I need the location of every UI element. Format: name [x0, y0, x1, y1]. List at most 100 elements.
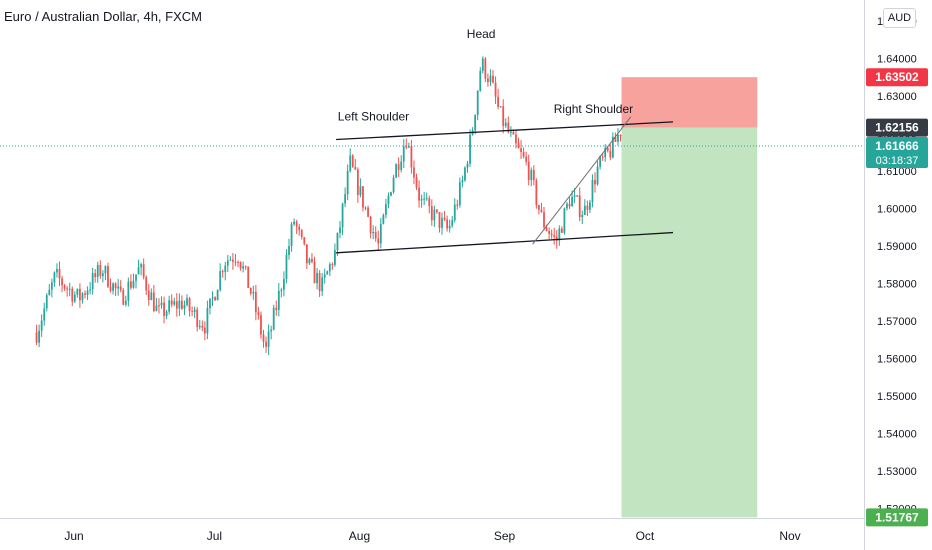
candle-body	[127, 281, 130, 301]
candle-body	[443, 217, 446, 220]
candle-body	[321, 277, 324, 292]
candles-group	[35, 56, 622, 356]
candle-body	[61, 278, 63, 286]
candle-body	[563, 208, 566, 233]
candle-body	[586, 205, 589, 210]
candle-body	[298, 226, 301, 231]
candle-body	[285, 255, 288, 279]
candle-body	[267, 331, 270, 347]
candle-body	[346, 170, 349, 195]
candle-body	[260, 314, 262, 335]
candle-body	[183, 305, 186, 309]
candle-body	[433, 209, 436, 221]
candle-body	[237, 261, 239, 263]
candle-body	[254, 292, 257, 313]
y-tick-label: 1.61000	[877, 166, 917, 178]
candle-body	[392, 177, 395, 193]
candle-body	[313, 261, 316, 284]
candle-body	[614, 136, 617, 142]
candle-body	[356, 169, 359, 196]
candle-body	[150, 292, 153, 301]
candle-body	[188, 298, 191, 312]
candle-body	[425, 198, 428, 200]
candle-body	[45, 295, 48, 309]
candle-body	[56, 268, 58, 273]
candle-body	[58, 268, 61, 279]
take-profit-zone[interactable]	[621, 127, 758, 518]
candle-body	[226, 260, 229, 266]
candle-body	[464, 167, 466, 181]
candle-body	[553, 235, 556, 237]
candle-body	[395, 164, 398, 178]
candle-body	[142, 264, 145, 278]
chart-title: Euro / Australian Dollar, 4h, FXCM	[4, 9, 202, 24]
candle-body	[484, 58, 487, 79]
candle-body	[305, 244, 308, 264]
candle-body	[512, 131, 515, 135]
candle-body	[198, 325, 201, 328]
candle-body	[318, 272, 321, 292]
candle-body	[341, 203, 344, 228]
candle-body	[96, 265, 99, 278]
candle-body	[601, 156, 604, 158]
candle-body	[558, 228, 561, 241]
candle-body	[109, 286, 112, 291]
candle-body	[234, 261, 237, 263]
candle-body	[502, 106, 505, 126]
candle-body	[168, 300, 171, 312]
x-tick-label: Aug	[349, 529, 370, 543]
y-tick-label: 1.59000	[877, 241, 917, 253]
y-tick-label: 1.56000	[877, 354, 917, 366]
candle-body	[101, 273, 104, 276]
candle-body	[441, 217, 443, 228]
candle-body	[53, 272, 56, 283]
candle-body	[280, 289, 283, 291]
candle-body	[599, 156, 602, 167]
candle-body	[76, 288, 79, 295]
current-price-badge-bg	[866, 137, 928, 169]
stop-loss-zone[interactable]	[621, 77, 758, 128]
candle-body	[290, 224, 293, 247]
candle-body	[89, 289, 92, 291]
candle-body	[390, 192, 392, 196]
candle-body	[130, 281, 132, 288]
candle-body	[107, 266, 109, 287]
candle-body	[456, 204, 459, 206]
candle-body	[193, 309, 196, 312]
candle-body	[453, 204, 456, 221]
target-price-badge-bg	[866, 508, 928, 527]
x-tick-label: Oct	[636, 529, 655, 543]
candle-body	[224, 265, 227, 273]
candle-body	[397, 164, 400, 170]
candle-body	[196, 309, 199, 328]
candle-body	[175, 301, 178, 309]
candle-body	[382, 214, 385, 224]
candle-body	[211, 297, 214, 299]
candle-body	[99, 265, 102, 276]
candle-body	[219, 271, 222, 291]
candle-body	[349, 155, 352, 171]
candle-body	[461, 180, 464, 183]
rising-wedge-line[interactable]	[532, 116, 632, 245]
upper-channel-line[interactable]	[336, 121, 674, 141]
candle-body	[277, 290, 280, 310]
candle-body	[152, 292, 155, 312]
currency-button[interactable]: AUD	[883, 8, 916, 28]
candle-body	[344, 194, 347, 204]
candle-body	[497, 96, 500, 107]
candle-body	[135, 274, 137, 281]
candle-body	[548, 230, 551, 234]
candle-body	[242, 266, 245, 269]
entry-price-badge: 1.62156	[875, 121, 919, 135]
candle-body	[494, 82, 497, 97]
candle-body	[140, 264, 143, 268]
candle-body	[221, 271, 224, 273]
candle-body	[252, 292, 255, 294]
candle-body	[84, 293, 86, 295]
candle-body	[203, 327, 206, 334]
candle-body	[522, 152, 525, 157]
lower-channel-line[interactable]	[336, 231, 674, 254]
